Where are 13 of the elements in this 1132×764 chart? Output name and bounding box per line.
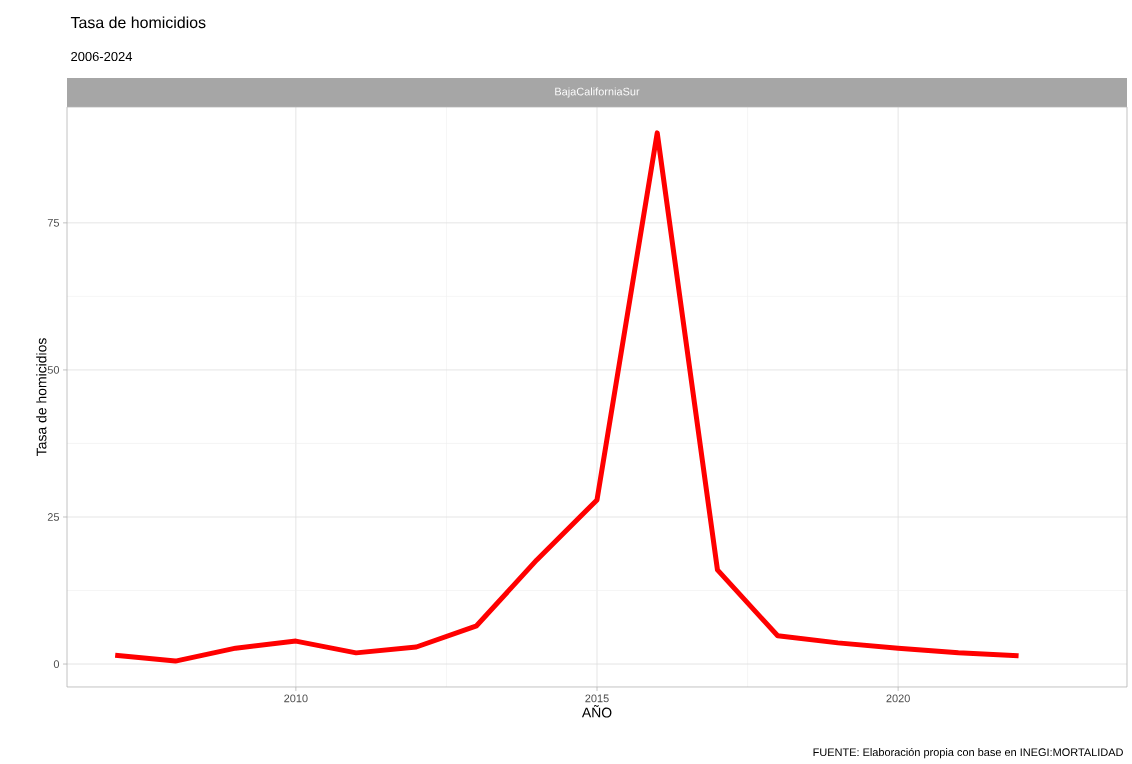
y-tick-label: 50 xyxy=(47,366,60,374)
x-axis-title: AÑO xyxy=(581,705,612,718)
x-tick-label: 2010 xyxy=(284,694,308,703)
y-tick-label: 25 xyxy=(47,513,60,521)
y-axis-title: Tasa de homicidios xyxy=(36,338,47,456)
y-tick-label: 0 xyxy=(53,660,60,668)
chart-title: Tasa de homicidios xyxy=(70,16,206,29)
x-tick-label: 2020 xyxy=(886,694,910,703)
chart-subtitle: 2006-2024 xyxy=(71,51,133,62)
source-note: FUENTE: Elaboración propia con base en INEGI:MORTALIDAD xyxy=(813,747,1123,759)
text: BajaCaliforniaSur xyxy=(555,87,640,98)
x-tick-label: 2015 xyxy=(585,694,609,703)
y-tick-label: 75 xyxy=(47,219,60,227)
